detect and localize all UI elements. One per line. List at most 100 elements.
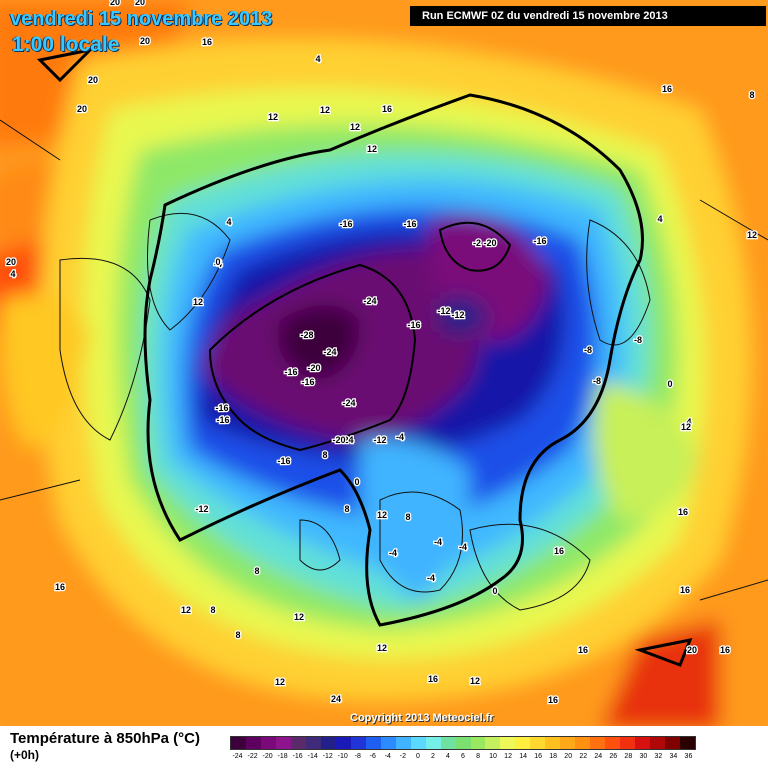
map-canvas: 20 16 20 20 20 20 4 12 16 12 12 12 16 8 4 12 4 -4 -16 -16 -2… [0,0,768,726]
color-scale-tick-label: 22 [579,753,588,760]
contour-label: 16 [662,84,672,94]
contour-label: -8 [634,335,642,345]
contour-label: 20 [6,257,16,267]
contour-label: 12 [350,122,360,132]
contour-label: 20 [140,36,150,46]
color-scale-swatch [650,737,666,749]
contour-label: 16 [55,582,65,592]
contour-label: 16 [202,37,212,47]
contour-label: 12 [268,112,278,122]
contour-label: -2 [473,238,481,248]
color-scale-ticks: -24 -22 -20 -18 -16 -14 -12 -10 -8 -6 -4 -2 0 2 4 6 8 10 1… [230,753,696,760]
color-scale-swatch [440,737,456,749]
contour-label: 16 [678,507,688,517]
color-scale-swatch [275,737,291,749]
contour-label: 20 [88,75,98,85]
contour-label: -4 [396,432,404,442]
contour-label: 16 [578,645,588,655]
color-scale-swatch [365,737,381,749]
contour-label: -20 [483,238,496,248]
color-scale-tick-label: 28 [624,753,633,760]
color-scale-tick-label: -12 [322,753,333,760]
contour-label: -24 [342,398,355,408]
contour-label: 12 [294,612,304,622]
contour-label: 16 [554,546,564,556]
contour-label: -12 [451,310,464,320]
contour-label: 0 [354,477,359,487]
contour-label: -16 [215,403,228,413]
color-scale-swatch [380,737,396,749]
color-scale-swatch [231,737,246,749]
zero-isotherm [36,47,693,667]
color-scale-tick-label: -4 [384,753,391,760]
contour-label: -8 [593,376,601,386]
color-scale-swatch [635,737,651,749]
contour-label: -4 [214,259,222,269]
contour-label: 20 [687,645,697,655]
contour-label: -20 [332,435,345,445]
minus-twenty-isotherm [208,221,512,452]
color-scale-swatch [410,737,426,749]
contour-label: 16 [548,695,558,705]
color-scale-swatch [590,737,606,749]
contour-label: 12 [470,676,480,686]
lead-time: (+0h) [10,748,40,762]
color-scale-swatch [530,737,546,749]
color-scale-swatch [665,737,681,749]
contour-label: 4 [686,417,691,427]
contour-label: -8 [584,345,592,355]
contour-label: -16 [407,320,420,330]
forecast-time: 1:00 locale [12,33,120,56]
contour-label: 12 [320,105,330,115]
contour-label: 20 [135,0,145,7]
contour-label: 4 [315,54,320,64]
contour-label: -12 [373,435,386,445]
color-scale-tick-label: 2 [430,753,435,760]
color-scale-swatch [350,737,366,749]
contour-label: 8 [210,605,215,615]
color-scale-swatch [575,737,591,749]
contour-label: -24 [363,296,376,306]
contour-label: 24 [331,694,341,704]
contour-label: -4 [434,537,442,547]
color-scale-swatch [290,737,306,749]
color-scale-tick-label: -20 [262,753,273,760]
color-scale-tick-label: 18 [549,753,558,760]
contour-label: 16 [428,674,438,684]
contour-label: 0 [215,257,220,267]
color-scale-tick-label: 14 [519,753,527,760]
color-scale-swatch [515,737,531,749]
color-scale-tick-label: 36 [684,753,693,760]
contour-label: 0 [667,379,672,389]
color-scale-tick-label: -14 [307,753,318,760]
color-scale-tick-label: 32 [654,753,663,760]
contour-label: 12 [193,297,203,307]
color-scale [230,736,696,750]
color-scale-tick-label: 6 [461,753,465,760]
contour-label: 12 [377,510,387,520]
contour-label: 4 [226,217,231,227]
contour-label: 12 [275,677,285,687]
contour-label: -28 [300,330,313,340]
color-scale-tick-label: 30 [639,753,648,760]
copyright-notice: Copyright 2013 Meteociel.fr [350,712,494,724]
contour-label: -16 [216,415,229,425]
color-scale-swatch [425,737,441,749]
contour-label: 12 [181,605,191,615]
color-scale-tick-label: 26 [609,753,618,760]
contour-label: -16 [284,367,297,377]
contour-label: 8 [322,450,327,460]
contour-label: 4 [657,214,662,224]
color-scale-swatch [305,737,321,749]
contour-label: 8 [749,90,754,100]
contour-label: 20 [77,104,87,114]
color-scale-swatch [485,737,501,749]
color-scale-swatch [470,737,486,749]
contour-label: -4 [459,542,467,552]
contour-label: -16 [339,219,352,229]
temperature-field [0,0,768,726]
color-scale-tick-label: -10 [337,753,348,760]
contour-label: -16 [403,219,416,229]
color-scale-tick-label: -24 [232,753,243,760]
color-scale-tick-label: -16 [292,753,303,760]
